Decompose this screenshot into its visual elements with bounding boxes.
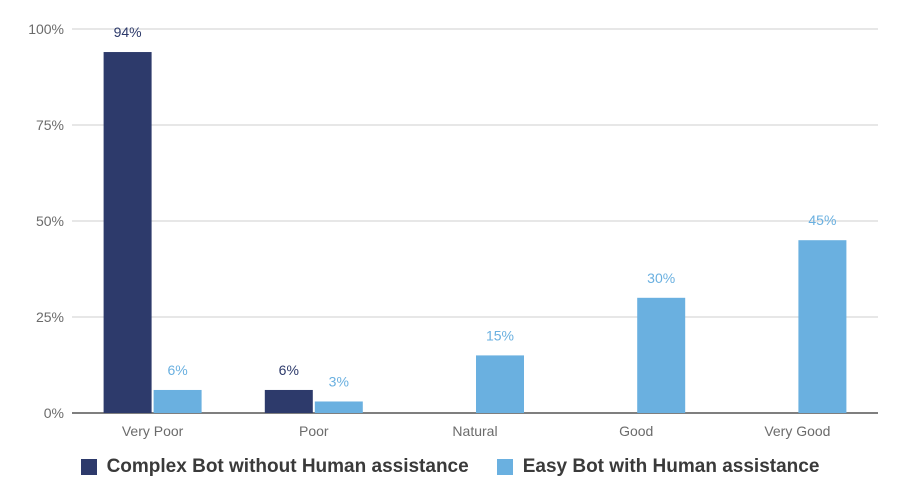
x-tick-label: Natural xyxy=(452,423,497,439)
bar-easy-bot xyxy=(314,401,363,413)
data-label: 45% xyxy=(808,212,836,228)
data-label: 6% xyxy=(279,362,299,378)
x-tick-label: Good xyxy=(619,423,653,439)
bar-easy-bot xyxy=(153,389,202,413)
y-tick-label: 50% xyxy=(36,213,64,229)
bar-easy-bot xyxy=(637,297,686,413)
y-tick-label: 25% xyxy=(36,309,64,325)
y-tick-label: 0% xyxy=(44,405,64,421)
bar-complex-bot xyxy=(264,389,313,413)
data-label: 94% xyxy=(114,24,142,40)
x-tick-label: Very Poor xyxy=(122,423,184,439)
legend-item-complex-bot: Complex Bot without Human assistance xyxy=(80,456,469,478)
x-tick-label: Poor xyxy=(299,423,329,439)
legend-label-easy-bot: Easy Bot with Human assistance xyxy=(522,456,820,477)
legend-item-easy-bot: Easy Bot with Human assistance xyxy=(496,456,820,478)
bar-chart: 0% 25% 50% 75% 100% Very Poor 94% 6% Poor 6% 3% Nat… xyxy=(28,21,878,439)
data-label: 30% xyxy=(647,270,675,286)
legend-swatch-complex-bot xyxy=(80,459,97,475)
y-tick-label: 75% xyxy=(36,117,64,133)
data-label: 15% xyxy=(486,327,514,343)
data-label: 6% xyxy=(167,362,187,378)
y-tick-label: 100% xyxy=(28,21,64,37)
legend-swatch-easy-bot xyxy=(496,459,513,475)
legend: Complex Bot without Human assistance Eas… xyxy=(0,452,900,482)
bar-easy-bot xyxy=(798,240,847,413)
x-tick-label: Very Good xyxy=(764,423,830,439)
data-label: 3% xyxy=(329,373,349,389)
legend-label-complex-bot: Complex Bot without Human assistance xyxy=(106,456,469,477)
bar-easy-bot xyxy=(476,355,524,413)
bar-complex-bot xyxy=(103,52,152,413)
